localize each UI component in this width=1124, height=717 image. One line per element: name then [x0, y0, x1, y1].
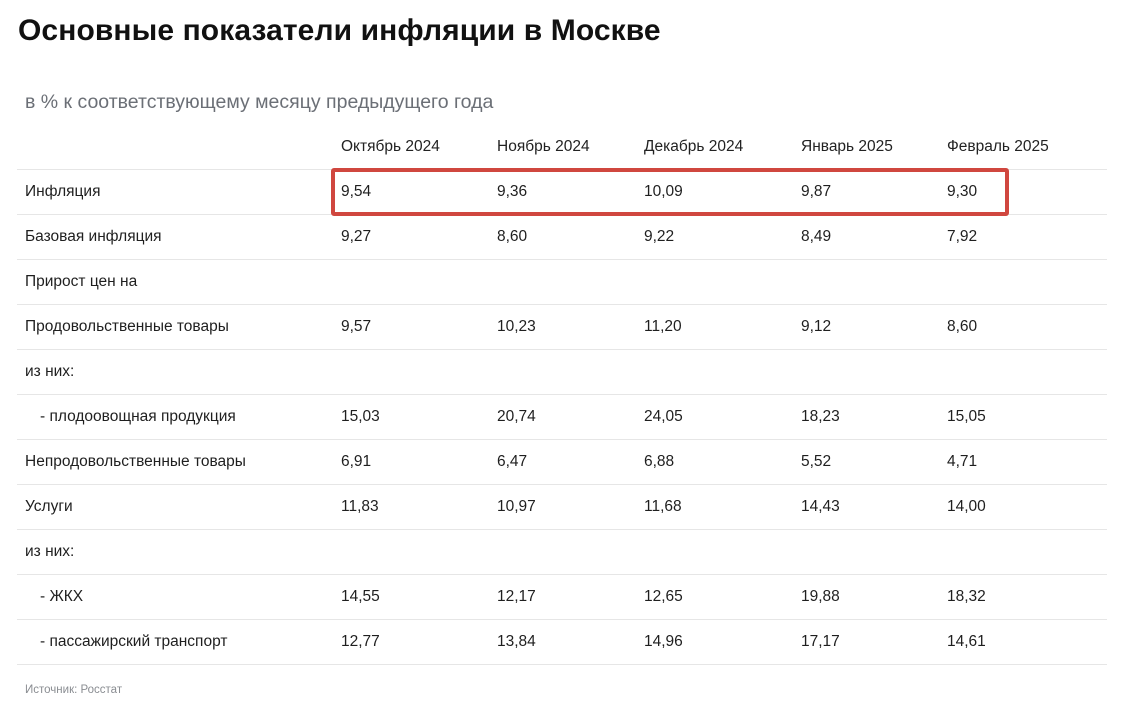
table-cell: 9,36 [497, 169, 644, 215]
table-cell: 9,87 [801, 169, 947, 215]
table-cell [801, 259, 947, 305]
table-cell: 15,03 [341, 394, 497, 440]
table-cell [644, 529, 801, 575]
table-cell [341, 529, 497, 575]
table-cell [947, 349, 1107, 395]
table-cell: 18,32 [947, 574, 1107, 620]
row-label: - плодоовощная продукция [17, 394, 341, 440]
table-cell [947, 529, 1107, 575]
table-cell [497, 529, 644, 575]
table-cell: 9,30 [947, 169, 1107, 215]
table-cell: 9,57 [341, 304, 497, 350]
table-cell: 14,96 [644, 619, 801, 665]
table-cell: 17,17 [801, 619, 947, 665]
table-cell [947, 259, 1107, 305]
table-cell [341, 259, 497, 305]
table-cell: 8,60 [497, 214, 644, 260]
table-row-services: Услуги 11,83 10,97 11,68 14,43 14,00 [17, 484, 1107, 530]
table-cell: 15,05 [947, 394, 1107, 440]
row-label: Непродовольственные товары [17, 439, 341, 485]
table-cell: 9,27 [341, 214, 497, 260]
table-cell: 9,54 [341, 169, 497, 215]
table-header-row: Октябрь 2024 Ноябрь 2024 Декабрь 2024 Ян… [17, 125, 1107, 170]
table-cell: 14,61 [947, 619, 1107, 665]
table-cell: 5,52 [801, 439, 947, 485]
table-cell: 6,91 [341, 439, 497, 485]
table-cell: 12,65 [644, 574, 801, 620]
table-row-fruit-vegetables: - плодоовощная продукция 15,03 20,74 24,… [17, 394, 1107, 440]
table-cell: 11,68 [644, 484, 801, 530]
column-header-month: Ноябрь 2024 [497, 125, 644, 170]
table-cell [644, 259, 801, 305]
row-label: - пассажирский транспорт [17, 619, 341, 665]
table-row-price-growth-header: Прирост цен на [17, 259, 1107, 305]
table-cell [644, 349, 801, 395]
page-title: Основные показатели инфляции в Москве [18, 14, 661, 47]
table-cell: 8,60 [947, 304, 1107, 350]
source-note: Источник: Росстат [25, 684, 123, 696]
table-cell: 12,17 [497, 574, 644, 620]
table-cell: 24,05 [644, 394, 801, 440]
table-cell: 14,55 [341, 574, 497, 620]
table-cell [801, 529, 947, 575]
table-cell: 9,22 [644, 214, 801, 260]
table-subtitle: в % к соответствующему месяцу предыдущег… [25, 91, 494, 113]
table-cell: 11,83 [341, 484, 497, 530]
table-cell [801, 349, 947, 395]
row-label: Базовая инфляция [17, 214, 341, 260]
row-label: Продовольственные товары [17, 304, 341, 350]
table-cell: 4,71 [947, 439, 1107, 485]
column-header-month: Октябрь 2024 [341, 125, 497, 170]
table-cell: 10,09 [644, 169, 801, 215]
row-label: Инфляция [17, 169, 341, 215]
row-label: из них: [17, 349, 341, 395]
table-cell: 19,88 [801, 574, 947, 620]
table-cell: 11,20 [644, 304, 801, 350]
row-label: - ЖКХ [17, 574, 341, 620]
table-cell [497, 259, 644, 305]
column-header-month: Январь 2025 [801, 125, 947, 170]
table-row-core-inflation: Базовая инфляция 9,27 8,60 9,22 8,49 7,9… [17, 214, 1107, 260]
table-cell: 10,97 [497, 484, 644, 530]
column-header-month: Февраль 2025 [947, 125, 1107, 170]
row-label: Прирост цен на [17, 259, 341, 305]
table-cell: 10,23 [497, 304, 644, 350]
table-cell: 20,74 [497, 394, 644, 440]
table-cell: 6,47 [497, 439, 644, 485]
table-cell: 12,77 [341, 619, 497, 665]
table-cell: 6,88 [644, 439, 801, 485]
table-cell [341, 349, 497, 395]
table-cell [497, 349, 644, 395]
table-cell: 8,49 [801, 214, 947, 260]
inflation-table: Октябрь 2024 Ноябрь 2024 Декабрь 2024 Ян… [17, 125, 1107, 665]
row-label: из них: [17, 529, 341, 575]
row-label: Услуги [17, 484, 341, 530]
table-cell: 14,00 [947, 484, 1107, 530]
column-header-month: Декабрь 2024 [644, 125, 801, 170]
table-cell: 7,92 [947, 214, 1107, 260]
table-cell: 18,23 [801, 394, 947, 440]
table-cell: 9,12 [801, 304, 947, 350]
column-header-label [17, 125, 341, 170]
table-row-of-which: из них: [17, 529, 1107, 575]
table-cell: 14,43 [801, 484, 947, 530]
table-row-of-which: из них: [17, 349, 1107, 395]
table-row-inflation: Инфляция 9,54 9,36 10,09 9,87 9,30 [17, 169, 1107, 215]
table-row-food: Продовольственные товары 9,57 10,23 11,2… [17, 304, 1107, 350]
table-cell: 13,84 [497, 619, 644, 665]
table-row-utilities: - ЖКХ 14,55 12,17 12,65 19,88 18,32 [17, 574, 1107, 620]
table-row-non-food: Непродовольственные товары 6,91 6,47 6,8… [17, 439, 1107, 485]
table-row-passenger-transport: - пассажирский транспорт 12,77 13,84 14,… [17, 619, 1107, 665]
